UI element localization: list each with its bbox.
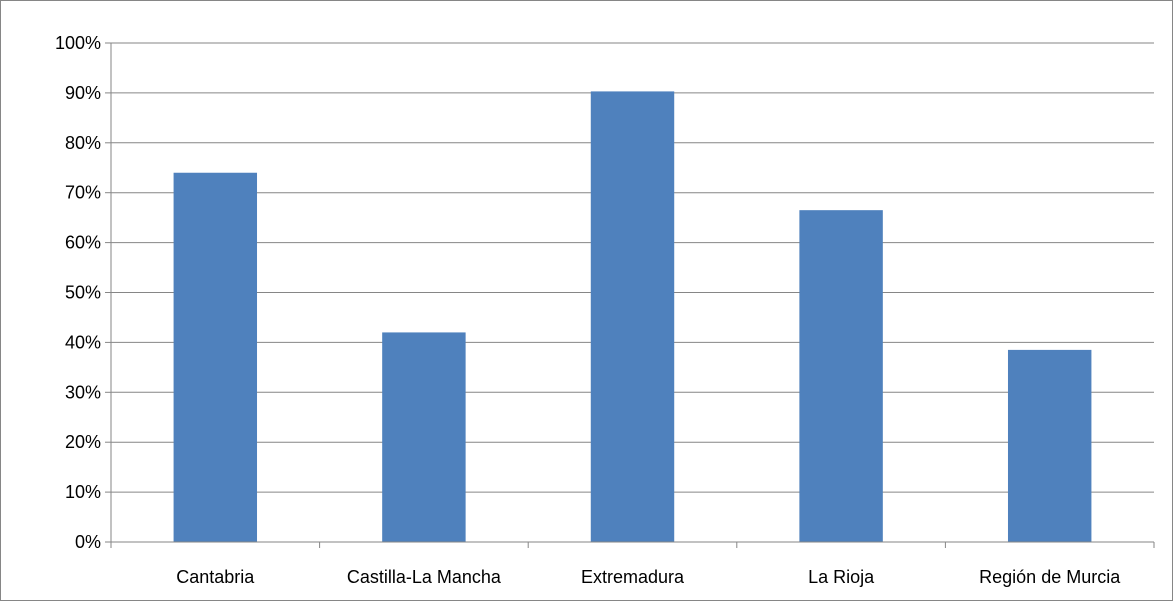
y-tick-label: 20%: [65, 432, 101, 452]
bar-castilla-la-mancha: [382, 332, 466, 542]
bar-regi-n-de-murcia: [1007, 349, 1092, 542]
y-tick-label: 0%: [75, 532, 101, 552]
x-tick-label: La Rioja: [808, 567, 875, 587]
x-tick-label: Región de Murcia: [979, 567, 1121, 587]
x-tick-label: Castilla-La Mancha: [347, 567, 502, 587]
y-tick-label: 80%: [65, 133, 101, 153]
y-tick-label: 100%: [55, 33, 101, 53]
y-tick-label: 40%: [65, 332, 101, 352]
bar-cantabria: [173, 172, 258, 543]
y-tick-label: 70%: [65, 183, 101, 203]
x-tick-label: Cantabria: [176, 567, 255, 587]
bars: [173, 91, 1092, 543]
bar-la-rioja: [799, 210, 883, 543]
y-tick-label: 10%: [65, 482, 101, 502]
y-tick-label: 90%: [65, 83, 101, 103]
axes: [105, 42, 1155, 548]
y-tick-label: 60%: [65, 233, 101, 253]
x-tick-label: Extremadura: [581, 567, 685, 587]
bar-extremadura: [590, 91, 675, 542]
tick-labels: 0% 10% 20% 30% 40% 50% 60% 70% 80% 90% 100% Cantabr…: [55, 33, 1121, 587]
y-tick-label: 50%: [65, 283, 101, 303]
y-tick-label: 30%: [65, 382, 101, 402]
